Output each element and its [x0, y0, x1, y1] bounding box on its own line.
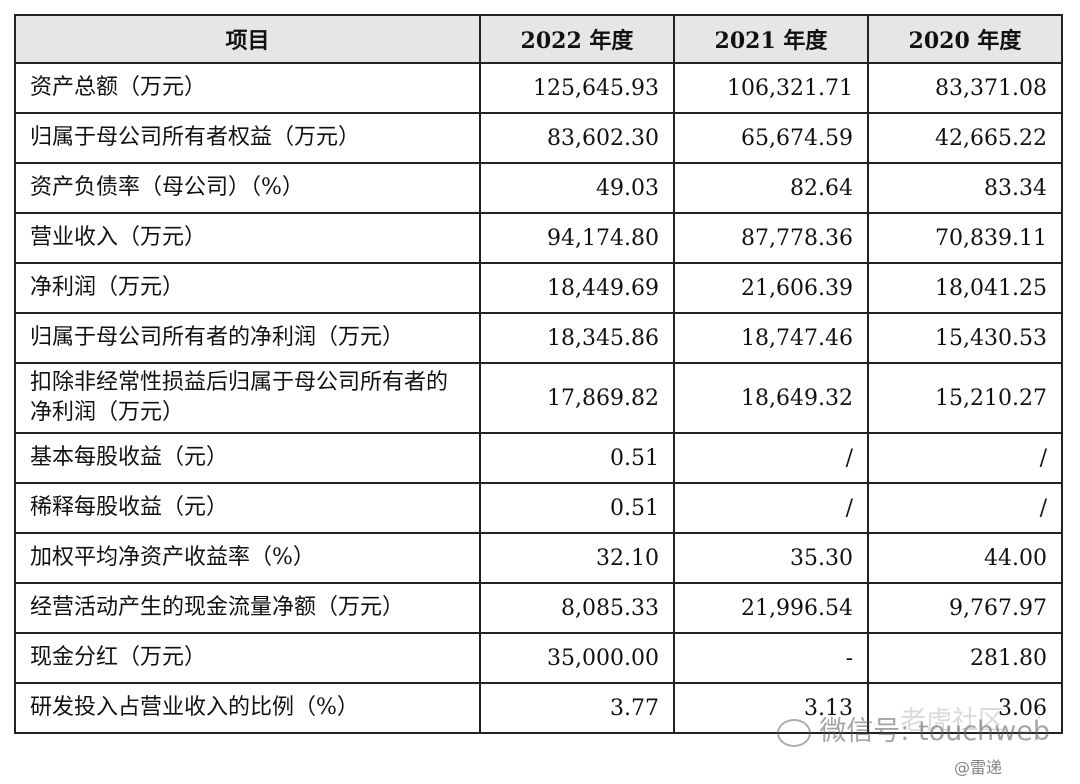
- table-row: 资产总额（万元） 125,645.93 106,321.71 83,371.08: [14, 62, 1063, 114]
- row-label: 加权平均净资产收益率（%）: [14, 532, 481, 584]
- value-2022: 83,602.30: [479, 112, 675, 164]
- value-2021: 35.30: [673, 532, 869, 584]
- value-2020: 15,430.53: [867, 312, 1063, 364]
- value-2022: 32.10: [479, 532, 675, 584]
- value-2022: 49.03: [479, 162, 675, 214]
- value-2021: 82.64: [673, 162, 869, 214]
- value-2020: 281.80: [867, 632, 1063, 684]
- value-2022: 0.51: [479, 432, 675, 484]
- value-2021: 21,996.54: [673, 582, 869, 634]
- value-2020: 44.00: [867, 532, 1063, 584]
- row-label: 稀释每股收益（元）: [14, 482, 481, 534]
- row-label: 经营活动产生的现金流量净额（万元）: [14, 582, 481, 634]
- table-header-row: 项目 2022 年度 2021 年度 2020 年度: [14, 14, 1063, 64]
- value-2021: 106,321.71: [673, 62, 869, 114]
- financial-summary-table: 项目 2022 年度 2021 年度 2020 年度 资产总额（万元） 125,…: [14, 14, 1063, 734]
- table-row: 经营活动产生的现金流量净额（万元） 8,085.33 21,996.54 9,7…: [14, 582, 1063, 634]
- value-2021: -: [673, 632, 869, 684]
- row-label: 现金分红（万元）: [14, 632, 481, 684]
- value-2020: /: [867, 482, 1063, 534]
- table-row: 稀释每股收益（元） 0.51 / /: [14, 482, 1063, 534]
- value-2020: 3.06: [867, 682, 1063, 734]
- row-label: 资产总额（万元）: [14, 62, 481, 114]
- value-2021: 3.13: [673, 682, 869, 734]
- row-label: 研发投入占营业收入的比例（%）: [14, 682, 481, 734]
- table-row: 加权平均净资产收益率（%） 32.10 35.30 44.00: [14, 532, 1063, 584]
- value-2020: 83.34: [867, 162, 1063, 214]
- row-label: 营业收入（万元）: [14, 212, 481, 264]
- value-2020: 42,665.22: [867, 112, 1063, 164]
- value-2022: 3.77: [479, 682, 675, 734]
- header-2022: 2022 年度: [479, 14, 675, 64]
- row-label: 扣除非经常性损益后归属于母公司所有者的净利润（万元）: [14, 362, 481, 434]
- value-2022: 94,174.80: [479, 212, 675, 264]
- value-2021: 18,747.46: [673, 312, 869, 364]
- value-2020: 9,767.97: [867, 582, 1063, 634]
- header-item: 项目: [14, 14, 481, 64]
- table-row: 研发投入占营业收入的比例（%） 3.77 3.13 3.06: [14, 682, 1063, 734]
- value-2020: 83,371.08: [867, 62, 1063, 114]
- table-row: 现金分红（万元） 35,000.00 - 281.80: [14, 632, 1063, 684]
- value-2022: 17,869.82: [479, 362, 675, 434]
- value-2021: /: [673, 432, 869, 484]
- table-row: 归属于母公司所有者权益（万元） 83,602.30 65,674.59 42,6…: [14, 112, 1063, 164]
- table-row: 营业收入（万元） 94,174.80 87,778.36 70,839.11: [14, 212, 1063, 264]
- row-label: 资产负债率（母公司）（%）: [14, 162, 481, 214]
- table-row: 扣除非经常性损益后归属于母公司所有者的净利润（万元） 17,869.82 18,…: [14, 362, 1063, 434]
- row-label: 归属于母公司所有者权益（万元）: [14, 112, 481, 164]
- value-2022: 0.51: [479, 482, 675, 534]
- value-2021: 87,778.36: [673, 212, 869, 264]
- row-label: 净利润（万元）: [14, 262, 481, 314]
- row-label: 基本每股收益（元）: [14, 432, 481, 484]
- value-2021: 65,674.59: [673, 112, 869, 164]
- value-2022: 18,449.69: [479, 262, 675, 314]
- value-2022: 35,000.00: [479, 632, 675, 684]
- value-2021: /: [673, 482, 869, 534]
- table-row: 归属于母公司所有者的净利润（万元） 18,345.86 18,747.46 15…: [14, 312, 1063, 364]
- value-2020: 70,839.11: [867, 212, 1063, 264]
- table-row: 资产负债率（母公司）（%） 49.03 82.64 83.34: [14, 162, 1063, 214]
- value-2021: 18,649.32: [673, 362, 869, 434]
- source-watermark: @雷递: [954, 758, 1003, 777]
- header-2020: 2020 年度: [867, 14, 1063, 64]
- table-row: 净利润（万元） 18,449.69 21,606.39 18,041.25: [14, 262, 1063, 314]
- wechat-watermark: 微信号: touchweb: [777, 709, 1050, 748]
- value-2020: /: [867, 432, 1063, 484]
- wechat-icon: [777, 718, 812, 747]
- wechat-watermark-text: 微信号: touchweb: [819, 716, 1050, 747]
- row-label: 归属于母公司所有者的净利润（万元）: [14, 312, 481, 364]
- value-2022: 8,085.33: [479, 582, 675, 634]
- value-2022: 18,345.86: [479, 312, 675, 364]
- value-2022: 125,645.93: [479, 62, 675, 114]
- value-2020: 15,210.27: [867, 362, 1063, 434]
- table-row: 基本每股收益（元） 0.51 / /: [14, 432, 1063, 484]
- watermark-background-text: 老虎社区: [900, 706, 1005, 736]
- header-2021: 2021 年度: [673, 14, 869, 64]
- value-2021: 21,606.39: [673, 262, 869, 314]
- value-2020: 18,041.25: [867, 262, 1063, 314]
